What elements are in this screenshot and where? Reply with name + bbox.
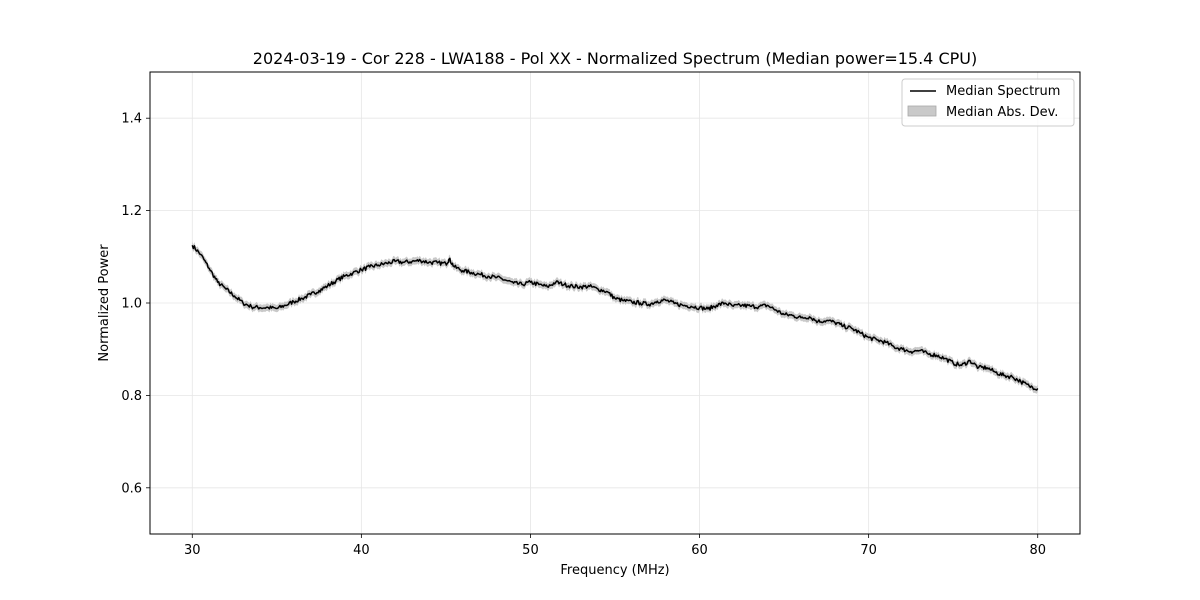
legend: Median Spectrum Median Abs. Dev. — [901, 78, 1075, 127]
median-spectrum-line — [191, 245, 1039, 391]
y-tick-label: 0.8 — [121, 389, 142, 404]
legend-box — [901, 78, 1075, 127]
x-tick-label: 40 — [353, 543, 370, 558]
y-tick-label: 1.2 — [121, 204, 142, 219]
x-tick-label: 30 — [184, 543, 201, 558]
legend-median-abs-dev-swatch — [907, 105, 937, 117]
y-tick-label: 1.4 — [121, 112, 142, 127]
y-tick-label: 0.6 — [121, 481, 142, 496]
x-tick-label: 70 — [860, 543, 877, 558]
legend-median-spectrum-label: Median Spectrum — [946, 84, 1060, 99]
median-spectrum-layer — [191, 245, 1039, 391]
y-tick-label: 1.0 — [121, 297, 142, 312]
x-axis-label: Frequency (MHz) — [560, 563, 669, 578]
x-tick-label: 80 — [1029, 543, 1046, 558]
x-tick-label: 50 — [522, 543, 539, 558]
chart-title: 2024-03-19 - Cor 228 - LWA188 - Pol XX -… — [253, 49, 977, 68]
legend-median-abs-dev-label: Median Abs. Dev. — [946, 105, 1058, 120]
tick-layer: 30 40 50 60 70 80 0.6 0.8 1.0 1.2 1.4 — [121, 112, 1046, 558]
y-axis-label: Normalized Power — [97, 244, 112, 362]
x-tick-label: 60 — [691, 543, 708, 558]
